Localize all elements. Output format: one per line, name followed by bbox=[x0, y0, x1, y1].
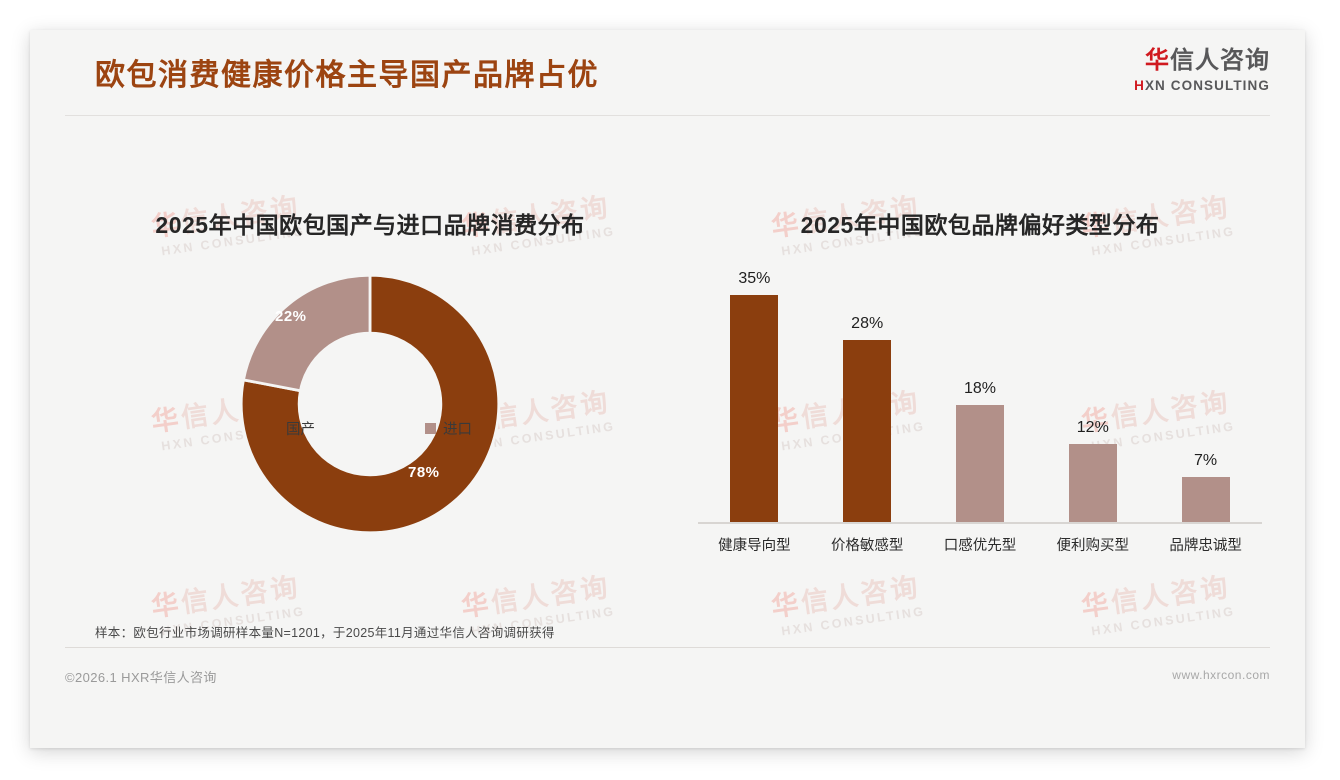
footer-website[interactable]: www.hxrcon.com bbox=[1172, 668, 1270, 682]
bar-category-label-2: 口感优先型 bbox=[943, 538, 1017, 554]
bar-rect-3[interactable] bbox=[1068, 444, 1117, 522]
logo-english-initial: H bbox=[1134, 78, 1145, 94]
bar-axis-line bbox=[698, 522, 1262, 524]
legend-label-domestic: 国产 bbox=[286, 422, 315, 438]
legend-label-imported: 进口 bbox=[443, 422, 472, 438]
bar-value-label-1: 28% bbox=[851, 315, 884, 332]
bar-chart: 35% 28% 18% 12% 7% 健康导向型 价格敏感型 口感优先型 便利购买型 品牌忠诚型 bbox=[680, 262, 1280, 572]
bar-rect-1[interactable] bbox=[843, 340, 892, 522]
bar-category-label-4: 品牌忠诚型 bbox=[1169, 538, 1242, 554]
brand-logo: 华信人咨询 HXN CONSULTING bbox=[1134, 48, 1270, 93]
donut-slice-进口 bbox=[241, 273, 372, 393]
slide-body: 2025年中国欧包国产与进口品牌消费分布 78% 22% 国产 进口 bbox=[30, 118, 1305, 678]
donut-slice-label-imported: 22% bbox=[275, 308, 307, 325]
bar-column-3[interactable]: 12% bbox=[1036, 262, 1149, 522]
bar-rect-4[interactable] bbox=[1181, 476, 1230, 522]
donut-chart-title: 2025年中国欧包国产与进口品牌消费分布 bbox=[155, 212, 585, 238]
bar-value-label-4: 7% bbox=[1194, 451, 1218, 469]
bar-value-label-2: 18% bbox=[963, 380, 996, 397]
slide-footer: ©2026.1 HXR华信人咨询 www.hxrcon.com bbox=[30, 655, 1305, 715]
donut-chart: 78% 22% bbox=[70, 264, 670, 564]
footer-copyright: ©2026.1 HXR华信人咨询 bbox=[65, 670, 217, 685]
bar-value-label-0: 35% bbox=[738, 269, 771, 287]
chart-panel-donut: 2025年中国欧包国产与进口品牌消费分布 78% 22% 国产 进口 bbox=[70, 118, 670, 564]
slide-header: 欧包消费健康价格主导国产品牌占优 华信人咨询 HXN CONSULTING bbox=[30, 30, 1305, 118]
donut-svg bbox=[239, 273, 501, 535]
bar-column-0[interactable]: 35% bbox=[698, 262, 811, 522]
donut-slice-国产 bbox=[239, 273, 501, 535]
bar-column-4[interactable]: 7% bbox=[1149, 262, 1262, 522]
legend-item-imported: 进口 bbox=[425, 418, 472, 439]
logo-english-rest: XN CONSULTING bbox=[1144, 78, 1270, 94]
logo-chinese-first: 华 bbox=[1145, 47, 1170, 74]
logo-english: HXN CONSULTING bbox=[1134, 78, 1270, 93]
bar-value-label-3: 12% bbox=[1076, 419, 1109, 436]
logo-chinese: 华信人咨询 bbox=[1134, 48, 1270, 73]
logo-chinese-rest: 信人咨询 bbox=[1170, 47, 1270, 74]
bar-category-label-3: 便利购买型 bbox=[1056, 538, 1130, 554]
bar-chart-title: 2025年中国欧包品牌偏好类型分布 bbox=[800, 212, 1160, 238]
slide-card: 华信人咨询 HXN CONSULTING 华信人咨询 HXN CONSULTING 华信… bbox=[30, 30, 1305, 748]
legend-item-domestic: 国产 bbox=[268, 418, 315, 439]
header-divider bbox=[65, 115, 1270, 116]
bar-rect-0[interactable] bbox=[730, 294, 779, 522]
bar-category-label-0: 健康导向型 bbox=[718, 538, 791, 554]
bar-plot-area: 35% 28% 18% 12% 7% bbox=[698, 262, 1262, 522]
page-title: 欧包消费健康价格主导国产品牌占优 bbox=[95, 59, 599, 92]
bar-column-2[interactable]: 18% bbox=[924, 262, 1037, 522]
chart-panel-bars: 2025年中国欧包品牌偏好类型分布 35% 28% 18% 12% 7% 健康导向型 价格… bbox=[680, 118, 1280, 572]
bar-category-label-1: 价格敏感型 bbox=[830, 538, 904, 554]
donut-legend: 国产 进口 bbox=[70, 418, 670, 439]
source-footnote: 样本：欧包行业市场调研样本量N=1201，于2025年11月通过华信人咨询调研获… bbox=[95, 626, 555, 640]
footer-divider bbox=[65, 647, 1270, 648]
legend-swatch-domestic bbox=[268, 423, 279, 434]
bar-column-1[interactable]: 28% bbox=[811, 262, 924, 522]
donut-slice-label-domestic: 78% bbox=[408, 464, 440, 481]
bar-rect-2[interactable] bbox=[955, 405, 1004, 522]
legend-swatch-imported bbox=[425, 423, 436, 434]
